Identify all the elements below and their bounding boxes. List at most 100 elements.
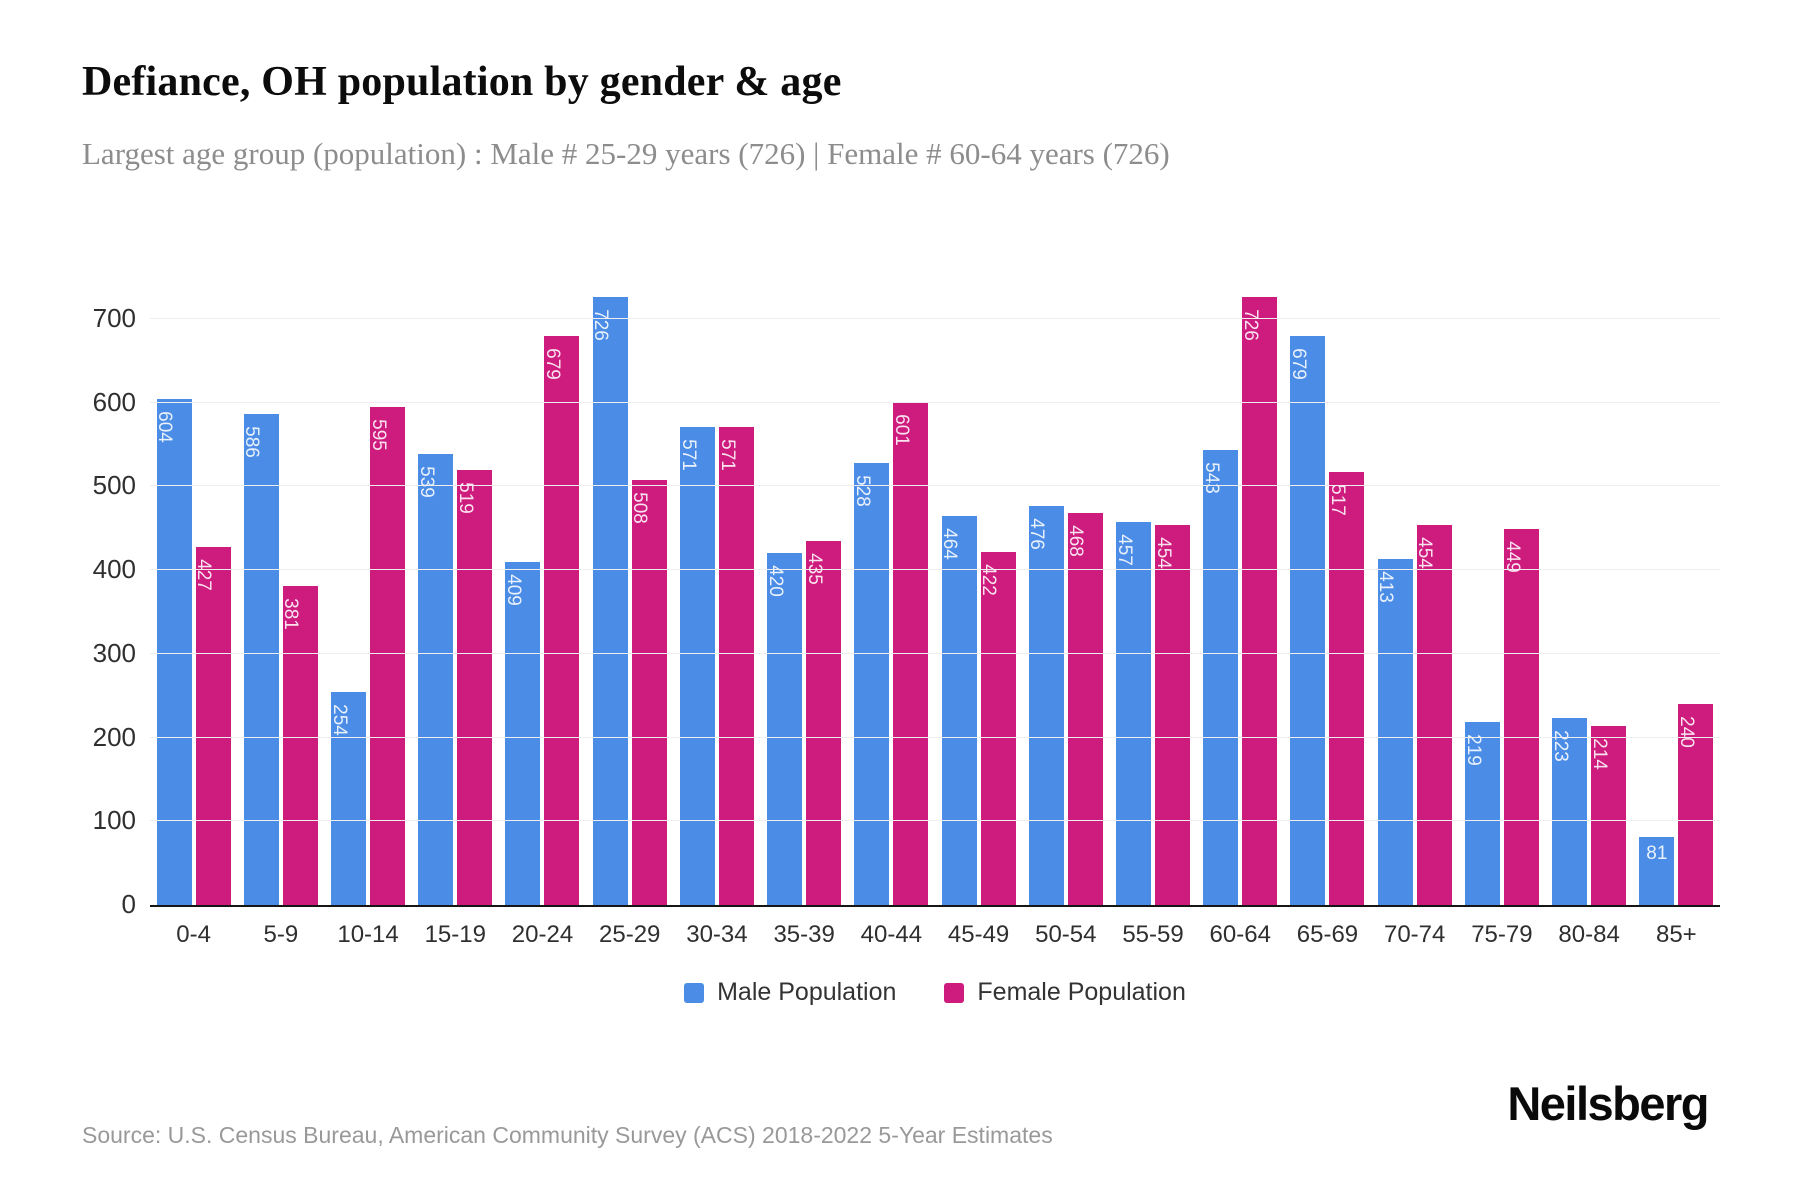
x-axis-label-45-49: 45-49 (947, 921, 1010, 948)
plot-area: 604 427 586 381 254 595 539 519 409 679 726 508 571 5… (150, 297, 1720, 907)
bar-group-70-74: 413 454 (1371, 297, 1458, 905)
bar-male-85+[interactable]: 81 (1639, 837, 1675, 905)
x-axis-label-30-34: 30-34 (686, 921, 748, 948)
x-axis-label-55-59: 55-59 (1122, 921, 1184, 948)
x-axis-label-70-74: 70-74 (1383, 921, 1446, 948)
gridline (150, 485, 1720, 487)
bar-female-45-49[interactable]: 422 (978, 551, 1016, 905)
y-axis-label: 500 (92, 470, 136, 501)
bar-group-60-64: 543 726 (1197, 297, 1284, 905)
y-axis-label: 300 (92, 637, 136, 668)
y-axis-label: 600 (92, 386, 136, 417)
bar-group-55-59: 457 454 (1109, 297, 1196, 905)
legend-label: Male Population (717, 978, 897, 1006)
bar-female-75-79[interactable]: 449 (1501, 528, 1539, 905)
bar-female-15-19[interactable]: 519 (455, 470, 493, 905)
bar-female-35-39[interactable]: 435 (804, 540, 842, 905)
x-axis-label-5-9: 5-9 (263, 921, 299, 948)
bar-group-40-44: 528 601 (848, 297, 935, 905)
bar-female-0-4[interactable]: 427 (193, 547, 231, 905)
bar-male-55-59[interactable]: 457 (1114, 522, 1152, 905)
source-note: Source: U.S. Census Bureau, American Com… (82, 1122, 1053, 1148)
x-axis-label-25-29: 25-29 (599, 921, 661, 948)
chart-subtitle: Largest age group (population) : Male # … (82, 136, 1170, 171)
bar-female-5-9[interactable]: 381 (280, 585, 318, 905)
x-axis-label-80-84: 80-84 (1558, 921, 1620, 948)
bar-male-80-84[interactable]: 223 (1550, 718, 1588, 905)
bar-female-30-34[interactable]: 571 (716, 426, 754, 905)
y-axis-label: 200 (92, 721, 136, 752)
chart-title: Defiance, OH population by gender & age (82, 59, 842, 105)
bar-group-80-84: 223 214 (1546, 297, 1633, 905)
x-axis-label-10-14: 10-14 (337, 921, 399, 948)
bar-male-50-54[interactable]: 476 (1026, 506, 1064, 905)
bar-group-50-54: 476 468 (1022, 297, 1109, 905)
bar-group-20-24: 409 679 (499, 297, 586, 905)
x-axis-label-85+: 85+ (1655, 921, 1697, 948)
bar-male-10-14[interactable]: 254 (329, 692, 367, 905)
y-axis-label: 400 (92, 554, 136, 585)
bar-group-65-69: 679 517 (1284, 297, 1371, 905)
bar-group-45-49: 464 422 (935, 297, 1022, 905)
x-axis-label-65-69: 65-69 (1296, 921, 1359, 948)
bar-male-70-74[interactable]: 413 (1375, 559, 1413, 905)
brand-logo: Neilsberg (1507, 1077, 1709, 1130)
bar-group-30-34: 571 571 (673, 297, 760, 905)
x-axis-label-75-79: 75-79 (1471, 921, 1533, 948)
gridline (150, 569, 1720, 571)
legend-swatch (944, 982, 965, 1003)
legend-swatch (684, 982, 705, 1003)
bars-container: 604 427 586 381 254 595 539 519 409 679 726 508 571 5… (150, 297, 1720, 905)
y-axis: 0 100 200 300 400 500 600 700 (0, 297, 136, 919)
bar-male-25-29[interactable]: 726 (590, 297, 628, 905)
x-axis-label-50-54: 50-54 (1035, 921, 1097, 948)
bar-male-20-24[interactable]: 409 (503, 562, 541, 905)
bar-female-65-69[interactable]: 517 (1327, 472, 1365, 905)
x-axis-label-40-44: 40-44 (860, 921, 923, 948)
gridline (150, 317, 1720, 319)
bar-female-25-29[interactable]: 508 (629, 479, 667, 905)
legend-item-male[interactable]: Male Population (684, 978, 896, 1007)
bar-male-65-69[interactable]: 679 (1288, 336, 1326, 905)
y-axis-label: 700 (92, 302, 136, 333)
bar-female-80-84[interactable]: 214 (1589, 725, 1627, 905)
x-axis-label-35-39: 35-39 (773, 921, 835, 948)
gridline (150, 736, 1720, 738)
bar-female-55-59[interactable]: 454 (1153, 524, 1191, 905)
bar-male-45-49[interactable]: 464 (939, 516, 977, 905)
y-axis-label: 0 (121, 889, 136, 919)
bar-group-75-79: 219 449 (1458, 297, 1545, 905)
gridline (150, 652, 1720, 654)
x-axis-label-20-24: 20-24 (511, 921, 574, 948)
bar-male-40-44[interactable]: 528 (852, 462, 890, 905)
bar-group-10-14: 254 595 (324, 297, 411, 905)
y-axis-label: 100 (92, 805, 136, 836)
bar-male-30-34[interactable]: 571 (677, 426, 715, 905)
x-axis-label-60-64: 60-64 (1209, 921, 1271, 948)
gridline (150, 820, 1720, 822)
bar-group-35-39: 420 435 (761, 297, 848, 905)
bar-female-20-24[interactable]: 679 (542, 336, 580, 905)
legend-label: Female Population (977, 978, 1186, 1006)
legend: Male Population Female Population (150, 978, 1720, 1007)
bar-group-85+: 81 240 (1633, 297, 1720, 905)
x-axis: 0-4 5-9 10-14 15-19 20-24 25-29 30-34 35-39 40-4… (150, 915, 1720, 949)
x-axis-label-0-4: 0-4 (176, 921, 211, 948)
bar-female-60-64[interactable]: 726 (1240, 297, 1278, 905)
bar-female-70-74[interactable]: 454 (1414, 524, 1452, 905)
x-axis-label-15-19: 15-19 (424, 921, 486, 948)
legend-item-female[interactable]: Female Population (944, 978, 1186, 1007)
bar-female-50-54[interactable]: 468 (1065, 513, 1103, 905)
gridline (150, 401, 1720, 403)
bar-male-15-19[interactable]: 539 (416, 453, 454, 905)
bar-female-10-14[interactable]: 595 (368, 406, 406, 905)
bar-male-75-79[interactable]: 219 (1462, 721, 1500, 905)
bar-female-85+[interactable]: 240 (1676, 704, 1714, 905)
bar-male-5-9[interactable]: 586 (241, 414, 279, 905)
bar-male-35-39[interactable]: 420 (765, 553, 803, 905)
bar-group-15-19: 539 519 (412, 297, 499, 905)
bar-group-5-9: 586 381 (237, 297, 324, 905)
bar-group-0-4: 604 427 (150, 297, 237, 905)
bar-group-25-29: 726 508 (586, 297, 673, 905)
bar-male-60-64[interactable]: 543 (1201, 450, 1239, 905)
